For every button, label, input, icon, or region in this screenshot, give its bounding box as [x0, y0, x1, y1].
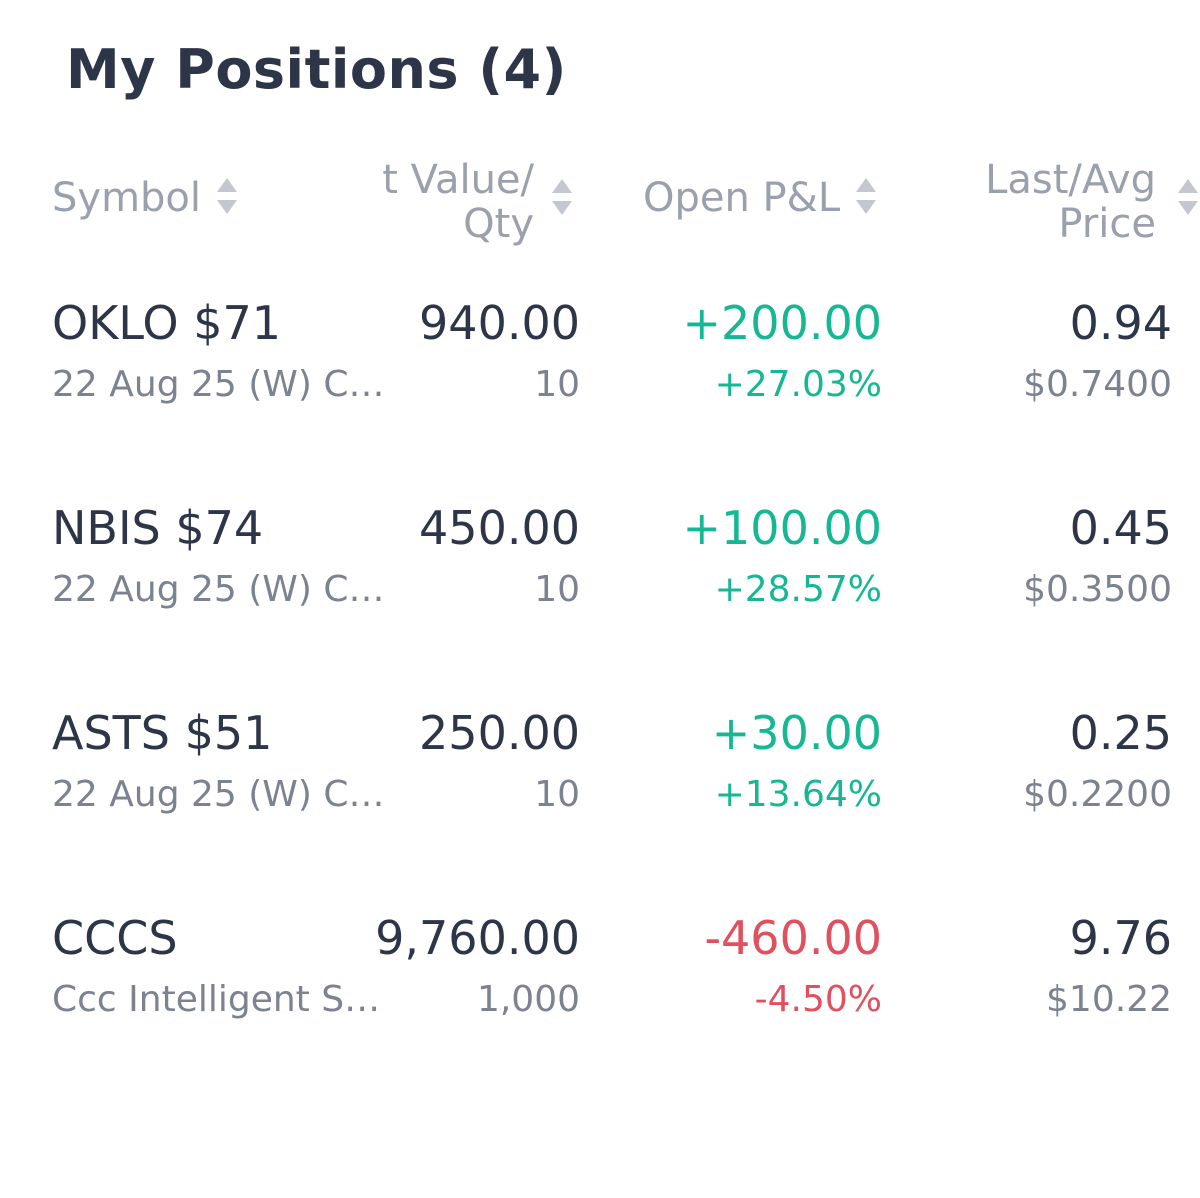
position-avg-price: $10.22 [1046, 979, 1172, 1020]
position-market-value: 940.00 [419, 296, 580, 350]
position-open-pnl: +200.00 [682, 296, 883, 350]
position-quantity: 10 [534, 569, 580, 610]
column-header-last-avg-price-label: Last/Avg Price [985, 157, 1156, 247]
position-symbol: OKLO $71 [52, 296, 281, 350]
position-row-oklo[interactable]: OKLO $71 22 Aug 25 (W) Cal... 940.00 10 … [0, 296, 1200, 446]
column-header-symbol[interactable]: Symbol [52, 176, 239, 220]
position-description: 22 Aug 25 (W) Cal... [52, 364, 392, 405]
position-open-pnl: -460.00 [704, 911, 882, 965]
column-header-last-avg-price[interactable]: Last/Avg Price [960, 152, 1200, 252]
position-open-pnl-percent: +28.57% [714, 569, 882, 610]
sort-icon [856, 178, 877, 214]
position-open-pnl-percent: -4.50% [754, 979, 882, 1020]
position-last-price: 0.25 [1069, 706, 1172, 760]
position-description: 22 Aug 25 (W) Cal... [52, 774, 392, 815]
position-symbol: ASTS $51 [52, 706, 273, 760]
column-header-open-pnl-label: Open P&L [643, 175, 841, 221]
sort-icon [552, 179, 572, 215]
position-avg-price: $0.3500 [1023, 569, 1172, 610]
column-header-market-value[interactable]: t Value/ Qty [380, 152, 580, 252]
position-avg-price: $0.7400 [1023, 364, 1172, 405]
position-open-pnl-percent: +27.03% [714, 364, 882, 405]
position-open-pnl: +30.00 [711, 706, 882, 760]
position-open-pnl-percent: +13.64% [714, 774, 882, 815]
page-title: My Positions (4) [66, 38, 567, 101]
position-row-nbis[interactable]: NBIS $74 22 Aug 25 (W) Cal... 450.00 10 … [0, 501, 1200, 651]
position-symbol: NBIS $74 [52, 501, 264, 555]
position-last-price: 9.76 [1069, 911, 1172, 965]
position-open-pnl: +100.00 [682, 501, 883, 555]
column-header-symbol-label: Symbol [52, 175, 202, 221]
column-header-open-pnl[interactable]: Open P&L [643, 176, 878, 220]
position-row-asts[interactable]: ASTS $51 22 Aug 25 (W) Cal... 250.00 10 … [0, 706, 1200, 856]
sort-icon [217, 178, 238, 214]
position-quantity: 10 [534, 364, 580, 405]
position-quantity: 10 [534, 774, 580, 815]
position-market-value: 450.00 [419, 501, 580, 555]
position-last-price: 0.94 [1069, 296, 1172, 350]
position-description: 22 Aug 25 (W) Cal... [52, 569, 392, 610]
position-avg-price: $0.2200 [1023, 774, 1172, 815]
position-market-value: 9,760.00 [375, 911, 580, 965]
position-market-value: 250.00 [419, 706, 580, 760]
sort-icon [1178, 179, 1198, 215]
position-last-price: 0.45 [1069, 501, 1172, 555]
column-header-market-value-label: t Value/ Qty [382, 157, 534, 247]
position-description: Ccc Intelligent So... [52, 979, 392, 1020]
position-quantity: 1,000 [476, 979, 580, 1020]
position-row-cccs[interactable]: CCCS Ccc Intelligent So... 9,760.00 1,00… [0, 911, 1200, 1061]
position-symbol: CCCS [52, 911, 178, 965]
